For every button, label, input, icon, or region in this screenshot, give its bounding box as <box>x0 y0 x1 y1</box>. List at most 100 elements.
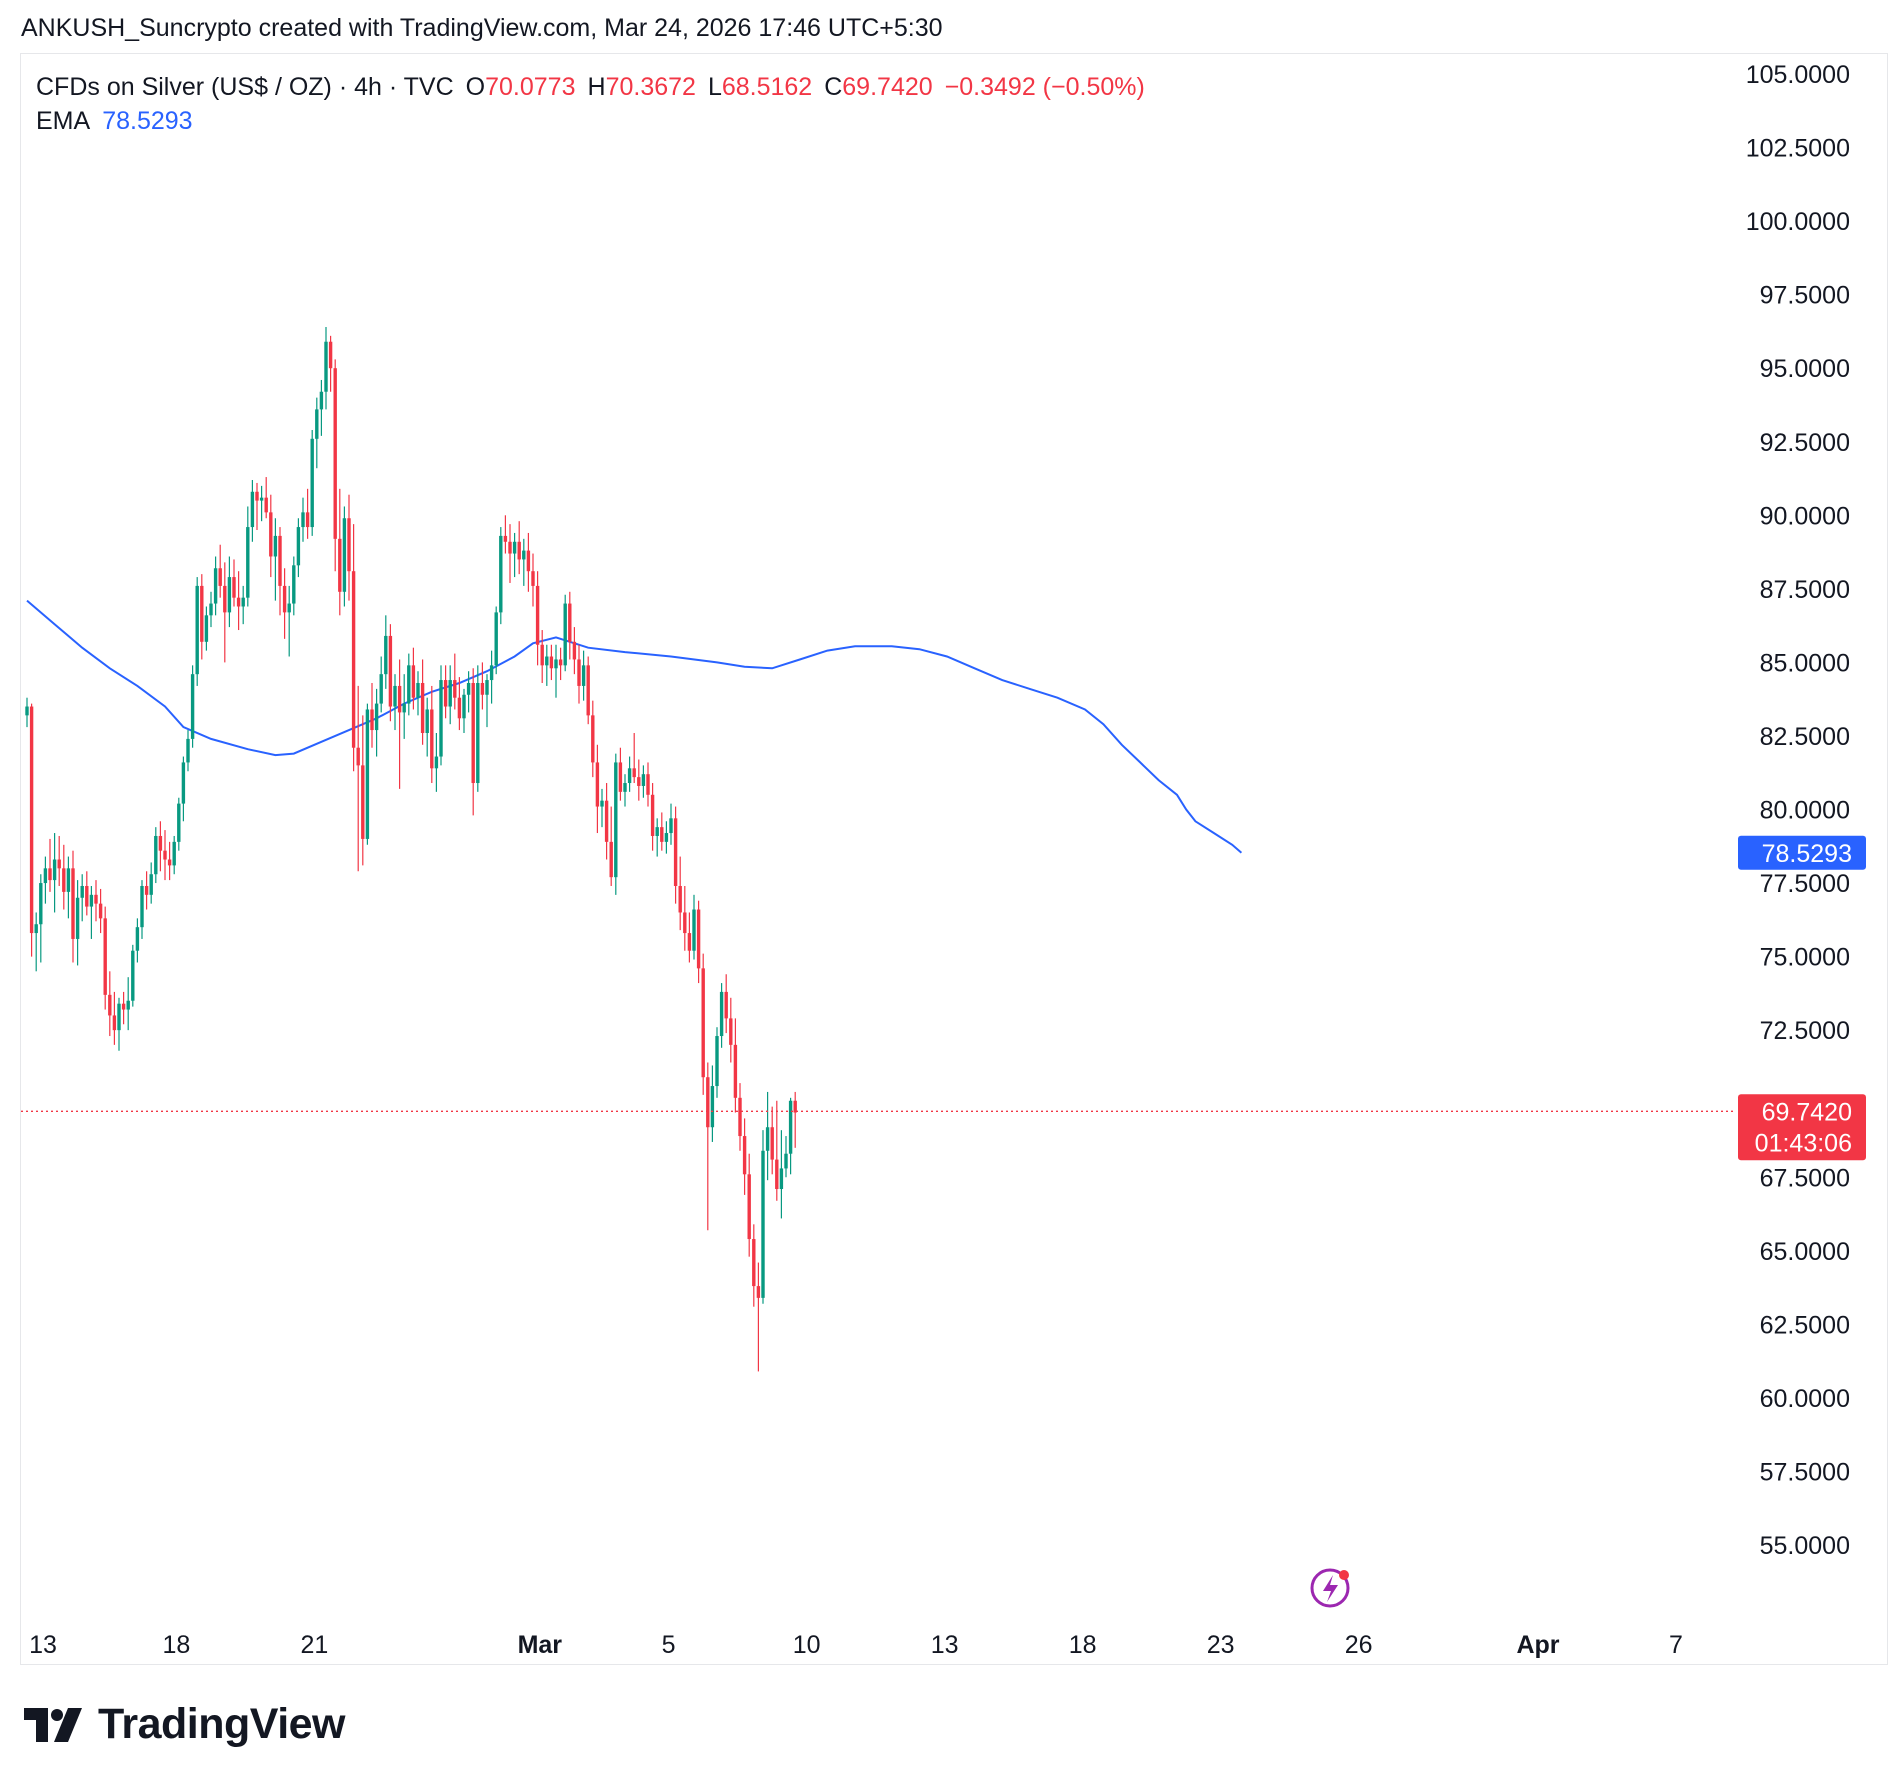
candle <box>250 479 255 542</box>
candle-body <box>232 577 236 598</box>
candle-body <box>85 885 89 907</box>
candle-body <box>775 1159 779 1190</box>
candle-body <box>140 885 144 928</box>
candle-body <box>687 933 692 951</box>
candle <box>453 653 457 710</box>
candle-body <box>158 835 163 851</box>
candle-body <box>535 585 540 645</box>
time-tick-label: 5 <box>662 1631 676 1659</box>
candle-body <box>338 538 342 592</box>
candle-body <box>135 927 140 951</box>
candle-body <box>328 341 333 369</box>
candle <box>131 944 135 1007</box>
candle-body <box>724 991 728 1019</box>
candle-body <box>29 706 34 934</box>
candle <box>52 833 57 913</box>
candle-body <box>701 968 705 1078</box>
lightning-icon[interactable] <box>1310 1568 1350 1608</box>
symbol-title[interactable]: CFDs on Silver (US$ / OZ) · 4h · TVC <box>36 73 454 101</box>
candle-body <box>577 659 581 686</box>
candle <box>278 527 282 616</box>
candle <box>365 703 370 845</box>
candle <box>402 674 406 739</box>
candle <box>305 488 310 539</box>
price-tick-label: 85.0000 <box>1760 649 1850 677</box>
candle-body <box>618 762 623 792</box>
candle <box>209 591 213 628</box>
chart-legend: CFDs on Silver (US$ / OZ) · 4h · TVC O70.… <box>36 70 1145 138</box>
candle <box>448 665 452 725</box>
candle-body <box>94 894 98 904</box>
price-tick-label: 77.5000 <box>1760 870 1850 898</box>
candle-body <box>75 897 80 939</box>
candle-body <box>453 680 457 698</box>
candle <box>190 665 195 748</box>
candle-body <box>499 535 503 613</box>
candle-body <box>715 1036 719 1087</box>
candle-body <box>407 665 411 704</box>
candle <box>466 671 471 713</box>
candle-body <box>738 1097 742 1137</box>
candle-body <box>669 818 673 834</box>
candle-body <box>719 991 724 1037</box>
candle-body <box>241 597 245 607</box>
candle <box>443 665 448 719</box>
candle-body <box>66 868 71 892</box>
candles-layer <box>25 327 797 1372</box>
candle <box>733 1018 738 1113</box>
price-tick-label: 102.5000 <box>1746 135 1850 163</box>
ema-label[interactable]: EMA <box>36 107 91 135</box>
candle-body <box>637 777 641 786</box>
close-value: 69.7420 <box>842 73 933 101</box>
candle <box>361 715 365 866</box>
candle-body <box>34 924 38 934</box>
candle <box>158 821 163 872</box>
candle-body <box>494 612 498 666</box>
candle <box>669 803 673 845</box>
tradingview-branding[interactable]: TradingView <box>24 1700 346 1749</box>
candle <box>186 730 190 772</box>
candle-body <box>71 868 75 939</box>
candle <box>503 515 508 554</box>
candle-body <box>710 1086 715 1128</box>
candle-body <box>466 682 471 695</box>
candle-body <box>121 1003 126 1010</box>
candle-body <box>236 597 241 607</box>
candle <box>563 594 567 672</box>
candle <box>62 844 66 910</box>
candle <box>788 1097 793 1175</box>
candle-body <box>752 1239 756 1287</box>
candle <box>393 674 397 731</box>
candle <box>195 577 199 686</box>
candle-body <box>223 585 227 613</box>
candle <box>614 753 618 895</box>
candle-body <box>384 635 388 675</box>
candle <box>485 674 489 728</box>
candle <box>246 506 250 607</box>
candle <box>167 841 172 881</box>
candle-body <box>190 674 195 739</box>
candle <box>692 894 696 960</box>
candle <box>71 850 75 963</box>
candle-body <box>742 1136 747 1175</box>
candle-body <box>788 1100 793 1154</box>
time-tick-label: 21 <box>300 1631 328 1659</box>
candle <box>135 918 140 963</box>
chart-frame[interactable] <box>20 53 1888 1665</box>
candle <box>351 524 356 772</box>
candle-body <box>641 774 646 786</box>
candle-body <box>370 709 374 731</box>
candle-body <box>572 641 577 660</box>
candle <box>29 703 34 957</box>
time-tick-label: 18 <box>1069 1631 1097 1659</box>
candle-body <box>177 803 181 842</box>
candle-body <box>402 703 406 713</box>
candle <box>747 1153 751 1257</box>
candle-body <box>545 656 549 666</box>
candle-body <box>218 568 222 586</box>
candle-body <box>255 491 259 501</box>
candle-body <box>342 518 347 592</box>
candle <box>710 1065 715 1142</box>
price-tick-label: 90.0000 <box>1760 502 1850 530</box>
